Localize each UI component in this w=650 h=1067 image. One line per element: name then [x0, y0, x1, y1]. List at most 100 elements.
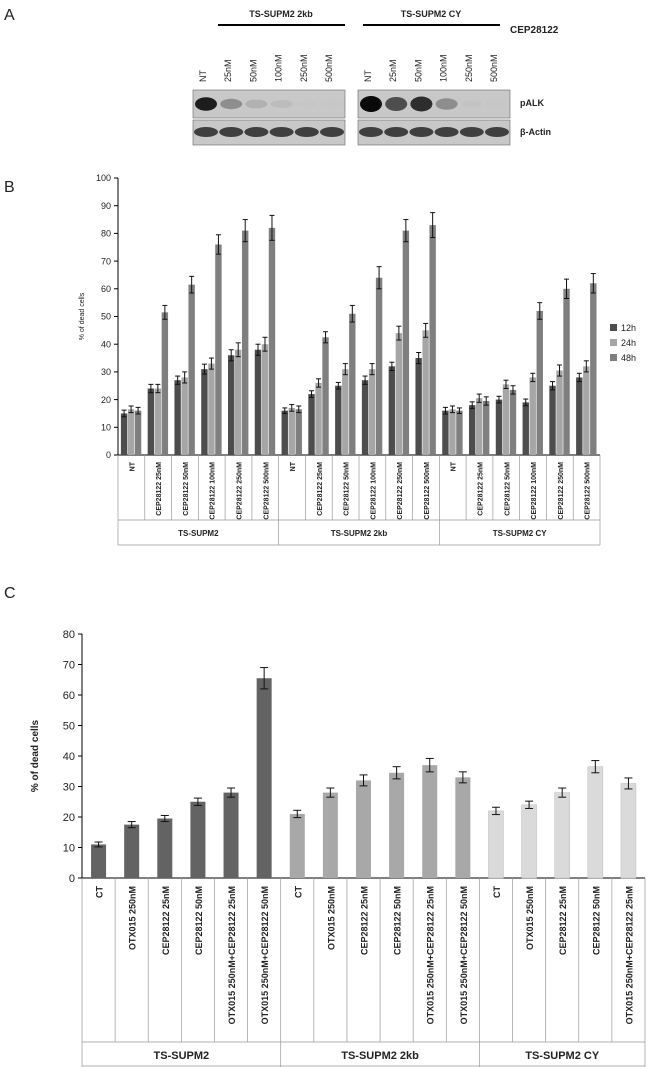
actin-band: [320, 127, 344, 137]
bar-48h: [134, 410, 142, 455]
bar: [356, 780, 371, 878]
group-label: TS-SUPM2 CY: [493, 529, 547, 538]
bar-12h: [361, 380, 369, 455]
x-tick-label: CT: [293, 886, 303, 898]
bar-24h: [476, 398, 483, 455]
bar-48h: [483, 400, 490, 455]
bar-24h: [449, 409, 456, 455]
x-tick-label: OTX015 250nM+CEP28122 25nM: [426, 886, 436, 1024]
palk-band: [360, 96, 382, 112]
bar-24h: [127, 409, 135, 455]
y-tick-label: 60: [63, 690, 75, 702]
actin-band: [384, 127, 409, 137]
group-label: TS-SUPM2: [154, 1050, 210, 1062]
bar-12h: [576, 377, 583, 455]
x-tick-label: CEP28122 25nM: [317, 462, 324, 516]
lane-label: 500nM: [489, 54, 499, 82]
bar-48h: [242, 230, 249, 455]
y-tick-label: 40: [63, 751, 75, 763]
lane-label: 250nM: [464, 54, 474, 82]
bar-48h: [429, 225, 436, 455]
bar-48h: [161, 312, 169, 455]
bar-12h: [442, 410, 449, 455]
palk-band: [321, 100, 343, 108]
bar-48h: [563, 288, 570, 455]
x-tick-label: CEP28122 250nM: [558, 462, 565, 520]
bar-24h: [368, 369, 376, 455]
bar: [289, 813, 305, 878]
group-label: TS-SUPM2: [178, 529, 219, 538]
bar-48h: [590, 283, 597, 455]
panel-a: A TS-SUPM2 2kb TS-SUPM2 CY CEP28122 NT NT…: [4, 7, 559, 146]
bar-48h: [215, 244, 222, 455]
x-tick-label: CEP28122 25nM: [478, 462, 485, 516]
bar-12h: [522, 402, 529, 455]
y-tick-label: 20: [101, 395, 111, 405]
bar-12h: [254, 349, 262, 455]
bar-12h: [120, 413, 128, 455]
palk-band: [195, 97, 217, 111]
x-tick-label: CEP28122 500nM: [585, 462, 592, 520]
row-label-actin: β-Actin: [520, 127, 551, 137]
bar: [190, 801, 206, 878]
x-tick-label: CEP28122 100nM: [210, 462, 217, 520]
actin-band: [485, 127, 509, 137]
blot-actin-right: [357, 119, 511, 146]
drug-label: CEP28122: [510, 25, 559, 36]
x-tick-label: OTX015 250nM: [128, 886, 138, 950]
blot-bands: [194, 96, 509, 137]
blot-actin-left: [192, 119, 346, 146]
x-tick-label: OTX015 250nM+CEP28122 25nM: [227, 886, 237, 1024]
bar-12h: [415, 358, 422, 455]
actin-band: [359, 127, 383, 137]
lane-label: NT: [363, 70, 373, 82]
bar-12h: [281, 410, 288, 455]
lane-label: 25nM: [388, 59, 398, 82]
bar-48h: [456, 410, 463, 455]
x-tick-label: OTX015 250nM: [525, 886, 535, 950]
y-tick-label: 10: [101, 422, 111, 432]
x-tick-label: OTX015 250nM+CEP28122 50nM: [459, 886, 469, 1024]
y-tick-label: 60: [101, 284, 111, 294]
actin-band: [269, 127, 294, 137]
y-tick-label: 50: [101, 312, 111, 322]
panel-a-letter: A: [4, 7, 15, 24]
bar: [422, 765, 438, 878]
panel-c-letter: C: [4, 585, 16, 602]
bar: [223, 792, 239, 878]
palk-band: [435, 98, 458, 110]
x-tick-label: CEP28122 50nM: [344, 462, 351, 516]
panel-b-letter: B: [4, 179, 15, 196]
x-tick-label: NT: [451, 461, 458, 471]
legend-swatch: [610, 354, 617, 361]
y-tick-label: 50: [63, 720, 75, 732]
y-tick-label: 10: [63, 842, 75, 854]
bar-12h: [335, 385, 342, 455]
y-tick-label: 0: [69, 873, 75, 885]
bar: [124, 824, 140, 878]
bar-24h: [502, 384, 510, 455]
bar-24h: [342, 369, 349, 455]
lane-label: 100nM: [274, 54, 284, 82]
actin-band: [409, 127, 434, 137]
bar: [157, 818, 173, 878]
panel-b-chart: 0 10 20 30 40 50 60 70 80 90 100 % of dead cells NT C…: [79, 173, 636, 546]
bar-12h: [308, 394, 315, 455]
bar-24h: [422, 330, 429, 455]
x-tick-label: CEP28122 50nM: [183, 462, 190, 516]
x-tick-label: CEP28122 500nM: [263, 462, 270, 520]
actin-band: [434, 127, 459, 137]
bar-48h: [402, 230, 410, 455]
palk-band: [460, 100, 483, 108]
lane-label: 50nM: [413, 59, 423, 82]
bar: [488, 810, 504, 879]
row-label-palk: pALK: [520, 98, 544, 108]
bar-12h: [388, 366, 396, 455]
actin-band: [244, 127, 269, 137]
bar-48h: [536, 310, 543, 455]
x-tick-label: CEP28122 25nM: [558, 886, 568, 955]
palk-band: [385, 97, 408, 111]
y-tick-label: 90: [101, 201, 111, 211]
y-tick-label: 40: [101, 339, 111, 349]
x-tick-label: CEP28122 100nM: [370, 462, 377, 520]
